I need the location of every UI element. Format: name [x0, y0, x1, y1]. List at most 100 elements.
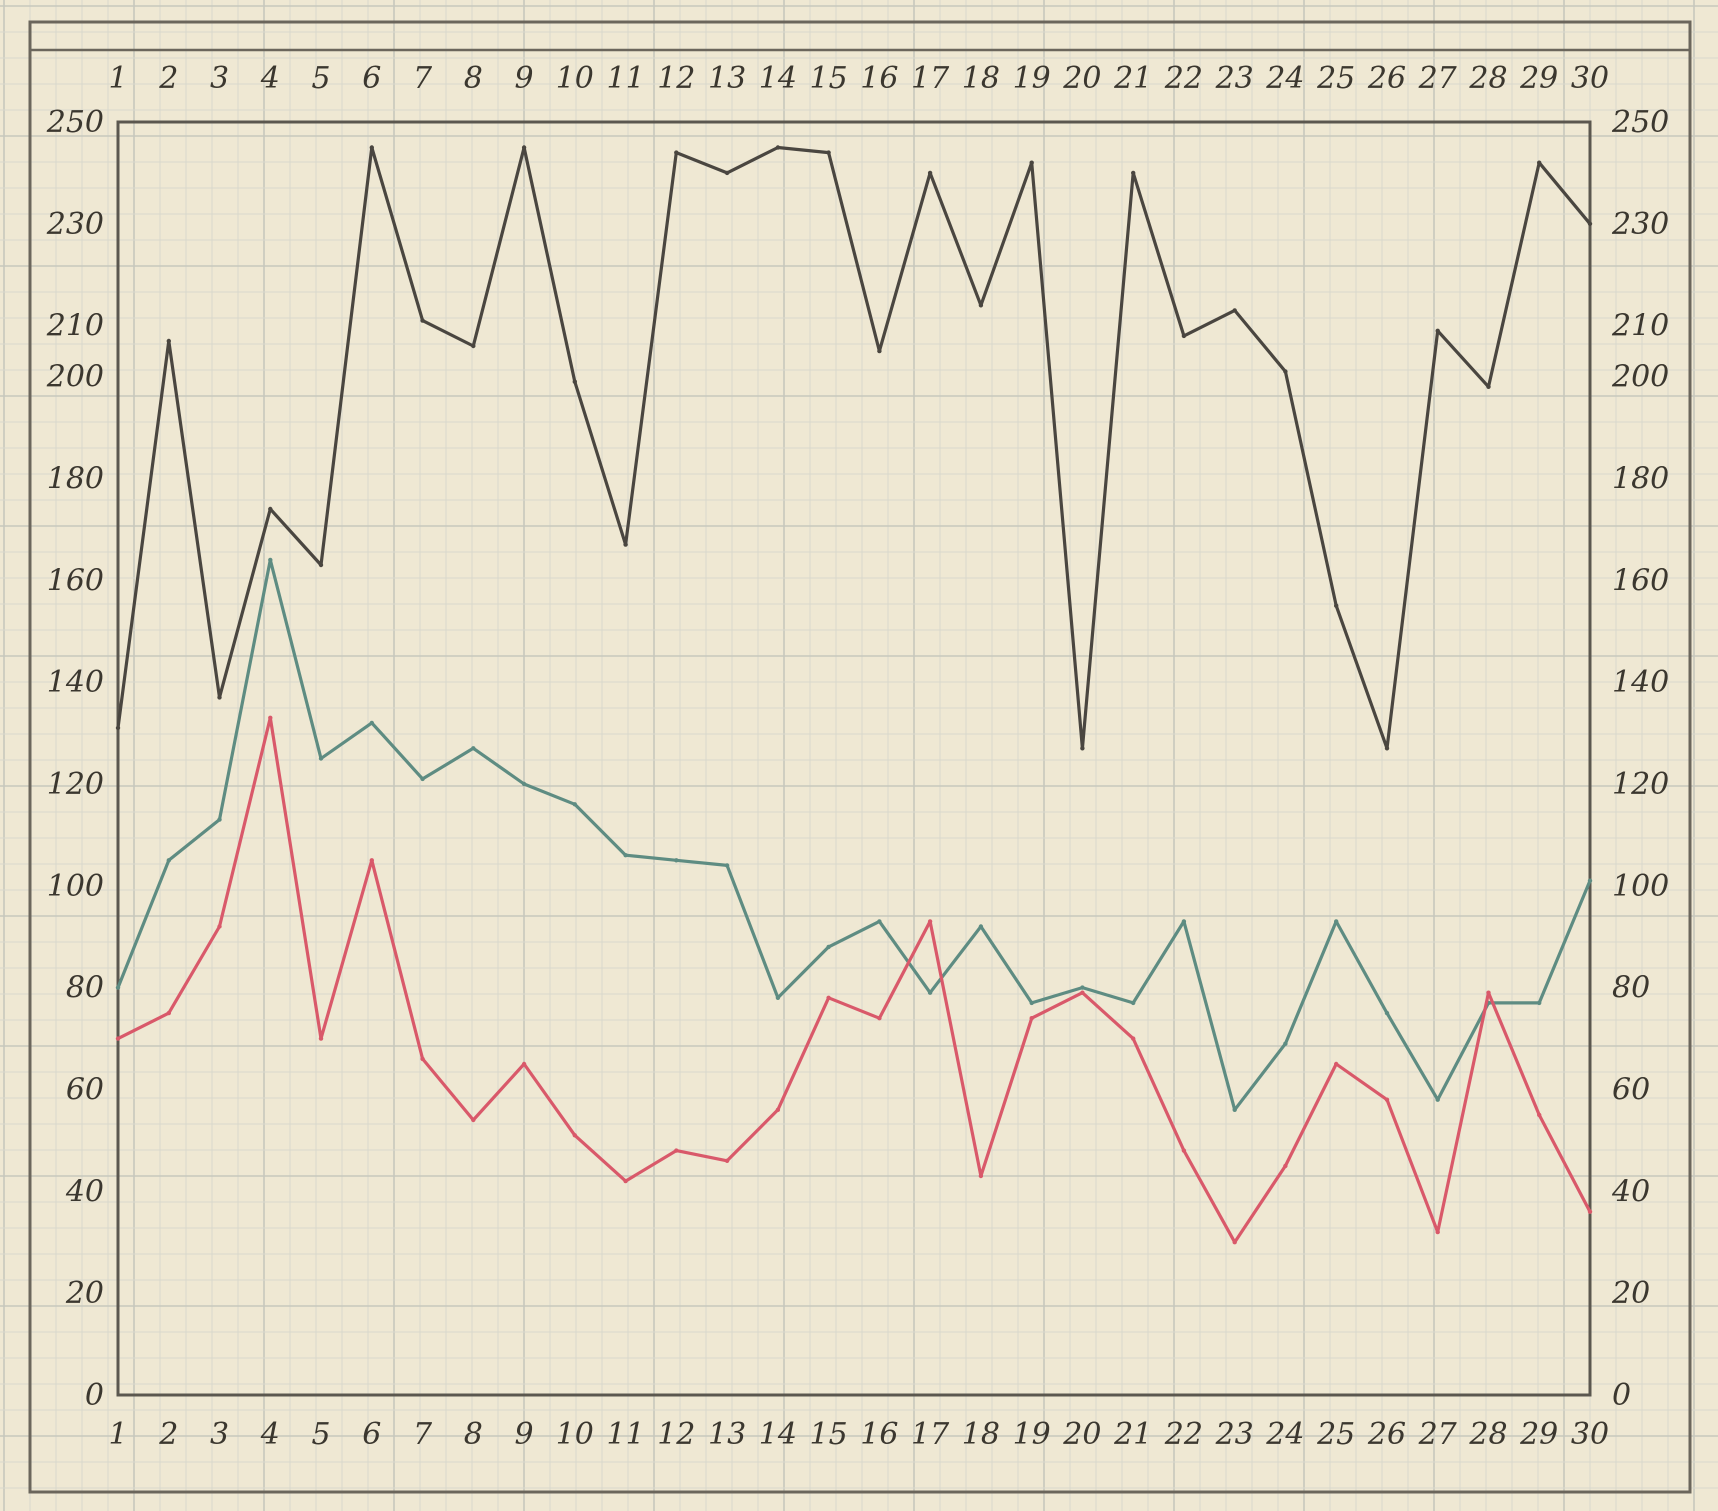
series-3-point-19: [1029, 1016, 1034, 1021]
x-tick-bottom-12: 12: [657, 1417, 695, 1452]
series-1-point-18: [978, 303, 984, 308]
y-tick-right-200: 200: [1611, 360, 1669, 395]
series-3-point-12: [674, 1148, 679, 1153]
x-tick-top-9: 9: [515, 61, 534, 96]
series-3-point-20: [1080, 990, 1085, 995]
series-1-point-27: [1435, 328, 1440, 333]
series-1-point-11: [623, 542, 628, 547]
series-3-point-25: [1334, 1061, 1339, 1067]
series-1-point-10: [572, 379, 577, 384]
series-2-point-13: [724, 863, 730, 868]
x-tick-bottom-28: 28: [1468, 1417, 1507, 1452]
series-2-point-7: [420, 776, 425, 782]
y-tick-left-160: 160: [47, 563, 104, 598]
series-1-point-20: [1080, 746, 1085, 751]
x-tick-bottom-15: 15: [810, 1417, 848, 1452]
series-1-point-15: [826, 150, 831, 155]
series-3-point-23: [1232, 1240, 1237, 1245]
series-3-point-16: [877, 1016, 882, 1021]
y-tick-left-180: 180: [47, 461, 104, 496]
x-tick-top-11: 11: [607, 61, 645, 96]
x-tick-top-7: 7: [413, 61, 433, 96]
series-3-point-6: [369, 858, 374, 863]
y-tick-left-80: 80: [66, 971, 104, 1006]
y-tick-right-60: 60: [1612, 1073, 1650, 1108]
x-tick-labels-bottom: 1 2 3 4 5 6 7 8 9 10 11 12 13 14 15 16 17 18 19 20 21 22 23 24 2…: [108, 1417, 1609, 1452]
x-tick-bottom-14: 14: [759, 1417, 797, 1452]
x-tick-top-5: 5: [311, 61, 330, 96]
x-tick-top-4: 4: [260, 61, 280, 96]
series-1-point-5: [318, 562, 324, 568]
series-1-point-9: [521, 145, 527, 150]
series-1-point-3: [217, 695, 222, 700]
series-line-1: [116, 145, 1592, 750]
x-tick-top-18: 18: [962, 61, 1000, 96]
series-3-point-8: [471, 1117, 476, 1123]
x-tick-top-19: 19: [1013, 61, 1051, 96]
x-tick-bottom-5: 5: [311, 1417, 330, 1452]
x-tick-bottom-3: 3: [210, 1417, 229, 1452]
series-1-point-4: [268, 506, 273, 512]
series-2-point-14: [775, 995, 781, 1000]
series-2-point-4: [268, 557, 273, 563]
series-1-point-21: [1131, 170, 1136, 176]
x-tick-bottom-11: 11: [607, 1417, 645, 1452]
series-1-point-7: [420, 318, 425, 323]
x-tick-bottom-1: 1: [108, 1417, 127, 1452]
y-tick-right-140: 140: [1612, 665, 1669, 700]
series-2-point-29: [1537, 1000, 1542, 1006]
series-line-2: [116, 558, 1592, 1112]
series-1-point-13: [724, 170, 730, 176]
y-tick-left-100: 100: [47, 869, 104, 904]
y-tick-right-160: 160: [1612, 563, 1669, 598]
x-tick-top-13: 13: [708, 61, 746, 96]
x-tick-bottom-23: 23: [1215, 1417, 1254, 1452]
x-tick-bottom-21: 21: [1113, 1417, 1152, 1452]
series-2-point-30: [1587, 878, 1593, 883]
series-3-point-28: [1486, 990, 1491, 995]
x-tick-top-1: 1: [108, 61, 127, 96]
series-line-3: [116, 716, 1592, 1244]
series-1-point-12: [674, 150, 679, 155]
x-tick-bottom-4: 4: [260, 1417, 280, 1452]
x-tick-top-25: 25: [1316, 61, 1355, 96]
y-tick-left-20: 20: [65, 1276, 104, 1311]
series-2-point-9: [521, 781, 527, 787]
series-2-point-3: [217, 817, 222, 822]
series-2-point-1: [115, 985, 121, 990]
series-2-point-10: [572, 802, 577, 807]
series-2-point-22: [1181, 919, 1187, 924]
y-tick-right-20: 20: [1611, 1276, 1650, 1311]
x-tick-top-24: 24: [1265, 61, 1304, 96]
series-3-point-17: [927, 919, 933, 924]
series-3-point-10: [572, 1133, 577, 1138]
x-tick-top-28: 28: [1468, 61, 1507, 96]
series-1-point-28: [1486, 384, 1491, 389]
outer-frame: [28, 20, 1692, 1494]
y-tick-right-0: 0: [1612, 1378, 1631, 1413]
x-tick-top-30: 30: [1571, 61, 1609, 96]
y-tick-left-40: 40: [65, 1174, 104, 1209]
x-tick-top-17: 17: [911, 61, 950, 96]
y-tick-left-200: 200: [46, 360, 104, 395]
series-3-point-1: [115, 1036, 121, 1041]
x-tick-bottom-10: 10: [556, 1417, 594, 1452]
series-3-point-14: [775, 1107, 781, 1113]
x-tick-top-3: 3: [210, 61, 229, 96]
series-lines: [115, 145, 1593, 1245]
x-tick-top-2: 2: [158, 61, 178, 96]
series-1-point-14: [775, 145, 781, 150]
y-tick-right-180: 180: [1612, 461, 1669, 496]
plot-frame: [28, 20, 1692, 1494]
series-2-point-2: [166, 858, 171, 863]
y-tick-right-120: 120: [1612, 767, 1669, 802]
x-tick-top-20: 20: [1062, 61, 1101, 96]
x-tick-bottom-17: 17: [911, 1417, 950, 1452]
x-tick-top-12: 12: [657, 61, 695, 96]
y-tick-left-0: 0: [85, 1378, 104, 1413]
y-tick-right-250: 250: [1611, 105, 1669, 140]
series-2-point-20: [1080, 985, 1085, 990]
